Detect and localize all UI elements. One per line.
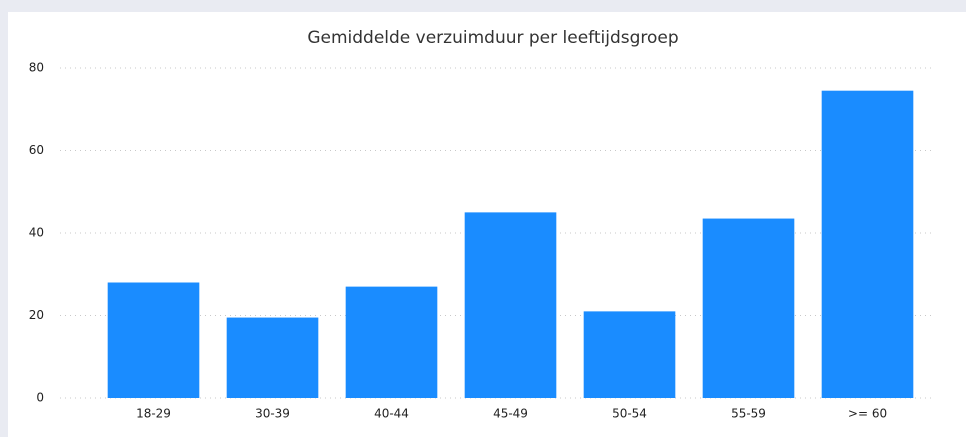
y-tick-label: 20 bbox=[29, 308, 44, 322]
bar bbox=[583, 311, 676, 398]
x-tick-label: 40-44 bbox=[374, 407, 409, 421]
x-tick-label: >= 60 bbox=[848, 407, 887, 421]
bar bbox=[226, 317, 319, 398]
chart-title: Gemiddelde verzuimduur per leeftijdsgroe… bbox=[307, 28, 678, 48]
bar bbox=[107, 282, 200, 398]
y-tick-label: 0 bbox=[36, 391, 44, 405]
x-tick-label: 18-29 bbox=[136, 407, 171, 421]
bar bbox=[345, 286, 438, 398]
y-tick-label: 60 bbox=[29, 143, 44, 157]
bar bbox=[821, 90, 914, 398]
bar bbox=[464, 212, 557, 398]
y-tick-label: 40 bbox=[29, 226, 44, 240]
y-tick-label: 80 bbox=[29, 61, 44, 75]
x-tick-label: 55-59 bbox=[731, 407, 766, 421]
bar bbox=[702, 218, 795, 398]
x-tick-label: 45-49 bbox=[493, 407, 528, 421]
x-tick-label: 50-54 bbox=[612, 407, 647, 421]
x-tick-label: 30-39 bbox=[255, 407, 290, 421]
